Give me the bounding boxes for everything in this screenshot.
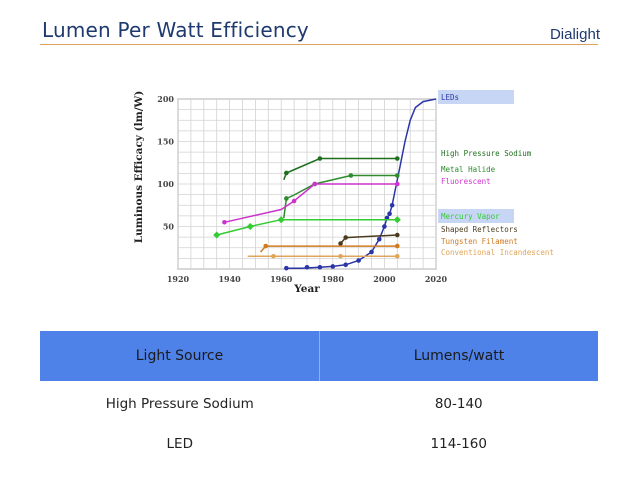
- series-marker-0: [387, 211, 392, 217]
- x-axis-label: Year: [293, 283, 320, 295]
- legend-box-4: [438, 209, 514, 223]
- legend-label-7: Conventional Incandescent: [441, 248, 554, 257]
- series-marker-5: [343, 235, 348, 240]
- series-marker-4: [277, 216, 285, 224]
- series-marker-2: [395, 173, 400, 178]
- x-tick-label: 2000: [373, 274, 396, 284]
- y-tick-label: 200: [157, 94, 174, 104]
- series-marker-2: [348, 173, 354, 178]
- series-marker-5: [338, 241, 343, 246]
- series-marker-6: [263, 243, 269, 249]
- x-tick-label: 1920: [167, 274, 190, 284]
- column-header-light-source: Light Source: [40, 331, 320, 381]
- series-marker-3: [395, 181, 400, 187]
- x-tick-label: 1940: [218, 274, 241, 284]
- series-marker-0: [376, 236, 382, 242]
- series-marker-6: [395, 243, 400, 249]
- series-marker-1: [284, 170, 289, 176]
- series-marker-1: [395, 156, 400, 161]
- legend-label-0: LEDs: [441, 93, 459, 102]
- efficacy-chart: 1920 1940 1960 1980 2000 2020 50 100 150 200 LEDs H…: [133, 90, 554, 295]
- series-marker-0: [343, 262, 348, 268]
- y-tick-label: 100: [157, 179, 174, 189]
- legend-label-4: Mercury Vapor: [441, 212, 500, 221]
- series-marker-1: [317, 156, 323, 161]
- page-title: Lumen Per Watt Efficiency: [42, 18, 309, 42]
- legend-label-6: Tungsten Filament: [441, 237, 518, 246]
- y-tick-label: 50: [163, 222, 175, 232]
- series-marker-0: [330, 264, 336, 269]
- title-divider: [40, 44, 598, 45]
- x-tick-label: 2020: [425, 274, 448, 284]
- series-line-4: [216, 218, 398, 236]
- series-marker-0: [317, 265, 323, 270]
- series-line-2: [283, 174, 398, 219]
- series-marker-3: [312, 181, 318, 187]
- series-marker-5: [395, 232, 400, 238]
- efficiency-table: Light Source Lumens/watt High Pressure S…: [40, 331, 598, 464]
- column-header-lumens-watt: Lumens/watt: [319, 331, 598, 381]
- table-cell-source: LED: [166, 436, 193, 452]
- series-marker-0: [369, 249, 374, 255]
- series-marker-2: [284, 196, 289, 201]
- series-line-1: [283, 157, 398, 181]
- x-tick-label: 1960: [270, 274, 293, 284]
- series-marker-0: [356, 258, 361, 263]
- series-marker-0: [284, 265, 289, 271]
- legend-label-2: Metal Halide: [441, 165, 496, 174]
- table-row: LED 114-160: [40, 424, 598, 464]
- series-marker-0: [382, 224, 387, 229]
- brand-logo: Dialight: [549, 26, 600, 43]
- table-cell-value: 80-140: [434, 396, 483, 412]
- x-tick-label: 1980: [322, 274, 345, 284]
- series-marker-4: [393, 216, 401, 224]
- y-tick-label: 150: [157, 137, 174, 147]
- legend-label-1: High Pressure Sodium: [441, 149, 532, 158]
- series-marker-4: [213, 231, 221, 239]
- series-marker-7: [271, 253, 276, 259]
- series-marker-0: [304, 265, 310, 270]
- legend-label-3: Fluorescent: [441, 177, 491, 186]
- series-marker-0: [389, 202, 395, 208]
- table-cell-value: 114-160: [430, 436, 487, 452]
- y-axis-label: Luminous Efficacy (lm/W): [133, 91, 145, 244]
- series-marker-3: [291, 198, 297, 204]
- series-marker-7: [338, 253, 343, 259]
- series-marker-3: [222, 219, 227, 225]
- series-marker-7: [395, 253, 400, 259]
- table-row: High Pressure Sodium 80-140: [40, 381, 598, 424]
- table-header-row: Light Source Lumens/watt: [40, 331, 598, 381]
- table-cell-source: High Pressure Sodium: [105, 396, 254, 412]
- legend-label-5: Shaped Reflectors: [441, 225, 518, 234]
- legend-box-0: [438, 90, 514, 104]
